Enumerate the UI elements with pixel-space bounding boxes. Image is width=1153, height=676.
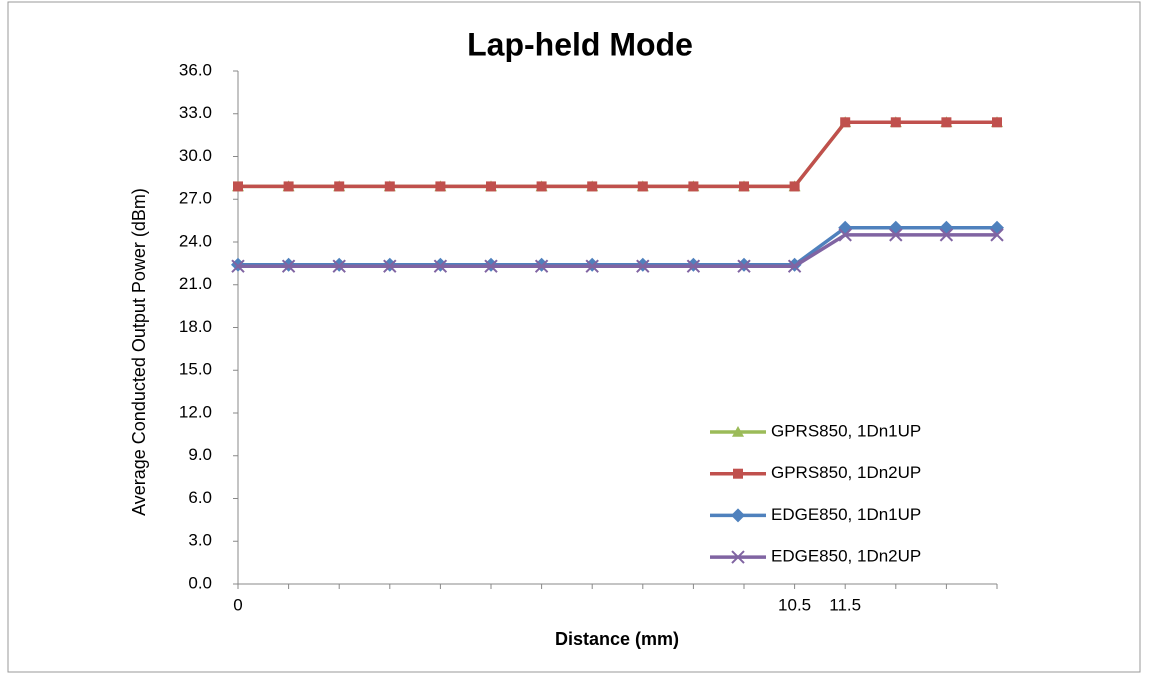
data-point: [739, 181, 749, 192]
x-axis-label: Distance (mm): [555, 629, 679, 649]
x-tick-label: 11.5: [829, 595, 861, 614]
data-point: [281, 259, 296, 273]
y-tick-label: 36.0: [179, 60, 212, 79]
y-tick-label: 12.0: [179, 402, 212, 421]
y-tick-label: 6.0: [188, 488, 212, 507]
legend-marker: [733, 468, 743, 479]
y-tick-label: 3.0: [188, 531, 212, 550]
data-point: [737, 259, 751, 273]
legend-marker: [732, 426, 744, 437]
data-point: [334, 181, 345, 192]
data-point: [486, 181, 496, 192]
y-tick-label: 30.0: [179, 146, 212, 165]
series-line: [238, 233, 997, 268]
y-axis-label: Average Conducted Output Power (dBm): [129, 188, 149, 516]
legend-label: EDGE850, 1Dn1UP: [771, 505, 921, 524]
data-point: [231, 259, 245, 273]
y-tick-label: 15.0: [179, 360, 212, 379]
y-tick-label: 0.0: [188, 573, 212, 592]
data-point: [939, 228, 954, 242]
legend-marker: [731, 550, 745, 564]
y-tick-label: 33.0: [179, 103, 212, 122]
y-tick-label: 24.0: [179, 231, 212, 250]
x-tick-label: 0: [233, 595, 242, 614]
data-point: [484, 259, 498, 273]
legend-label: GPRS850, 1Dn2UP: [771, 463, 921, 482]
data-point: [890, 117, 901, 128]
legend-label: GPRS850, 1Dn1UP: [771, 421, 921, 440]
data-point: [433, 259, 448, 273]
y-tick-label: 18.0: [179, 317, 212, 336]
legend-marker: [731, 508, 745, 523]
data-point: [585, 259, 599, 273]
data-point: [233, 181, 243, 192]
data-point: [283, 181, 294, 192]
data-point: [384, 181, 395, 192]
data-point: [941, 117, 952, 128]
data-point: [992, 117, 1002, 128]
data-point: [332, 259, 346, 273]
data-point: [889, 228, 903, 242]
series-line: [238, 120, 997, 189]
data-point: [990, 228, 1004, 242]
data-point: [686, 259, 701, 273]
data-point: [534, 259, 549, 273]
data-point: [688, 181, 699, 192]
chart-title: Lap-held Mode: [467, 26, 693, 62]
y-tick-label: 9.0: [188, 445, 212, 464]
legend-label: EDGE850, 1Dn2UP: [771, 547, 921, 566]
data-point: [636, 259, 650, 273]
data-point: [536, 181, 547, 192]
data-point: [787, 259, 802, 273]
data-point: [840, 117, 851, 128]
y-tick-label: 27.0: [179, 189, 212, 208]
data-point: [435, 181, 446, 192]
chart-frame: [7, 1, 1141, 673]
data-point: [838, 228, 852, 242]
y-tick-label: 21.0: [179, 274, 212, 293]
x-tick-label: 10.5: [778, 595, 811, 614]
data-point: [637, 181, 648, 192]
data-point: [789, 181, 800, 192]
data-point: [587, 181, 598, 192]
data-point: [383, 259, 397, 273]
